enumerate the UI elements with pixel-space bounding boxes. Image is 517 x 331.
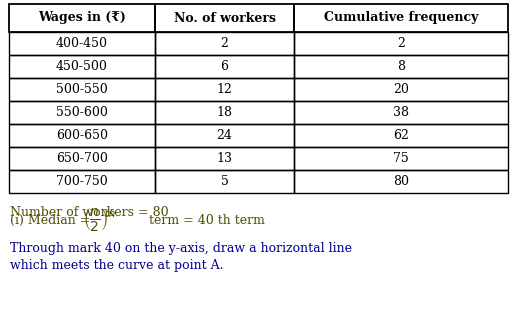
Text: 700-750: 700-750 <box>56 175 108 188</box>
Text: Number of workers = 80: Number of workers = 80 <box>10 206 169 219</box>
Bar <box>155 55 294 78</box>
Bar <box>294 124 508 147</box>
Bar <box>294 55 508 78</box>
Bar <box>9 170 155 193</box>
Text: 12: 12 <box>217 83 233 96</box>
Bar <box>155 78 294 101</box>
Bar <box>155 147 294 170</box>
Text: 450-500: 450-500 <box>56 60 108 73</box>
Text: 600-650: 600-650 <box>56 129 108 142</box>
Text: which meets the curve at point A.: which meets the curve at point A. <box>10 259 223 272</box>
Bar <box>9 147 155 170</box>
Bar <box>294 147 508 170</box>
Text: 6: 6 <box>221 60 229 73</box>
Text: 24: 24 <box>217 129 233 142</box>
Text: 8: 8 <box>397 60 405 73</box>
Bar <box>294 4 508 32</box>
Bar <box>155 32 294 55</box>
Bar <box>9 78 155 101</box>
Text: $\left(\dfrac{n}{2}\right)^{\!\!th}$: $\left(\dfrac{n}{2}\right)^{\!\!th}$ <box>83 207 116 233</box>
Bar <box>294 32 508 55</box>
Bar <box>9 101 155 124</box>
Text: term = 40 th term: term = 40 th term <box>145 213 265 226</box>
Bar <box>9 32 155 55</box>
Text: (i) Median =: (i) Median = <box>10 213 95 226</box>
Bar <box>9 124 155 147</box>
Text: 62: 62 <box>393 129 409 142</box>
Bar <box>155 124 294 147</box>
Bar <box>9 55 155 78</box>
Text: 2: 2 <box>221 37 229 50</box>
Text: 650-700: 650-700 <box>56 152 108 165</box>
Text: 18: 18 <box>217 106 233 119</box>
Text: 80: 80 <box>393 175 409 188</box>
Bar <box>9 4 155 32</box>
Text: Through mark 40 on the y-axis, draw a horizontal line: Through mark 40 on the y-axis, draw a ho… <box>10 242 352 255</box>
Text: 500-550: 500-550 <box>56 83 108 96</box>
Bar <box>294 101 508 124</box>
Text: 400-450: 400-450 <box>56 37 108 50</box>
Text: 75: 75 <box>393 152 409 165</box>
Text: 550-600: 550-600 <box>56 106 108 119</box>
Bar <box>294 170 508 193</box>
Bar <box>155 170 294 193</box>
Text: No. of workers: No. of workers <box>174 12 276 24</box>
Bar <box>155 101 294 124</box>
Text: 20: 20 <box>393 83 409 96</box>
Bar <box>155 4 294 32</box>
Text: Wages in (₹): Wages in (₹) <box>38 12 126 24</box>
Bar <box>294 78 508 101</box>
Text: 2: 2 <box>397 37 405 50</box>
Text: 13: 13 <box>217 152 233 165</box>
Text: Cumulative frequency: Cumulative frequency <box>324 12 478 24</box>
Text: 5: 5 <box>221 175 229 188</box>
Text: 38: 38 <box>393 106 409 119</box>
